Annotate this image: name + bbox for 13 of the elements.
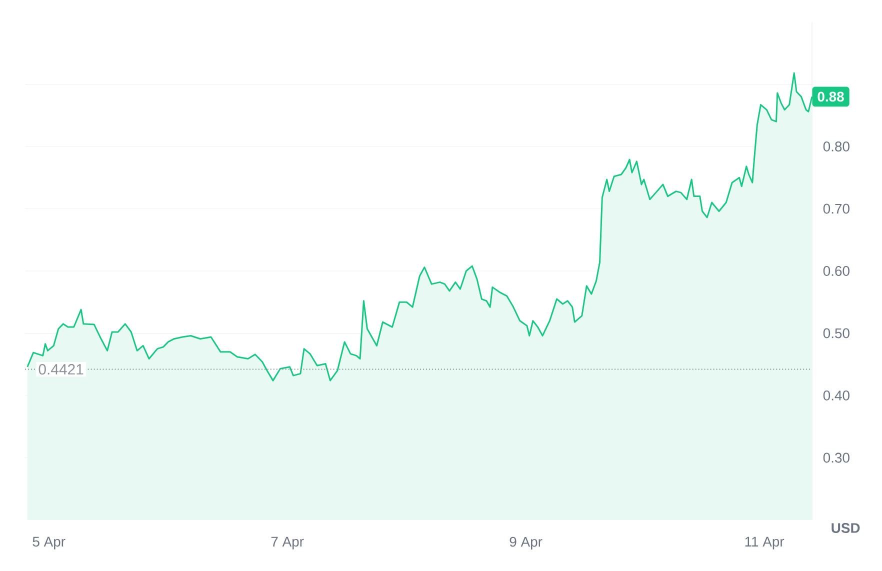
x-tick-label: 9 Apr <box>510 536 542 550</box>
y-tick-label: 0.30 <box>823 452 850 463</box>
x-tick-label: 7 Apr <box>271 536 304 550</box>
y-tick-label: 0.70 <box>823 204 850 214</box>
annotation: 0.88 <box>818 92 844 102</box>
x-tick-label: 11 Apr <box>745 536 784 550</box>
y-axis-title: USD <box>832 523 860 533</box>
ref-line-label: 0.4421 <box>38 364 84 375</box>
y-tick-label: 0.50 <box>823 328 850 338</box>
x-tick-label: 5 Apr <box>32 536 66 550</box>
y-tick-label: 0.40 <box>823 390 850 400</box>
y-tick-label: 0.60 <box>823 266 850 276</box>
y-tick-label: 0.80 <box>823 142 850 152</box>
